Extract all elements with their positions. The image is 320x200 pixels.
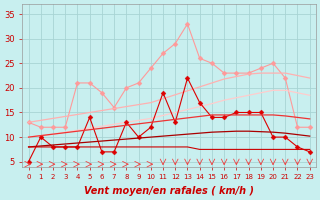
X-axis label: Vent moyen/en rafales ( km/h ): Vent moyen/en rafales ( km/h ) [84, 186, 254, 196]
